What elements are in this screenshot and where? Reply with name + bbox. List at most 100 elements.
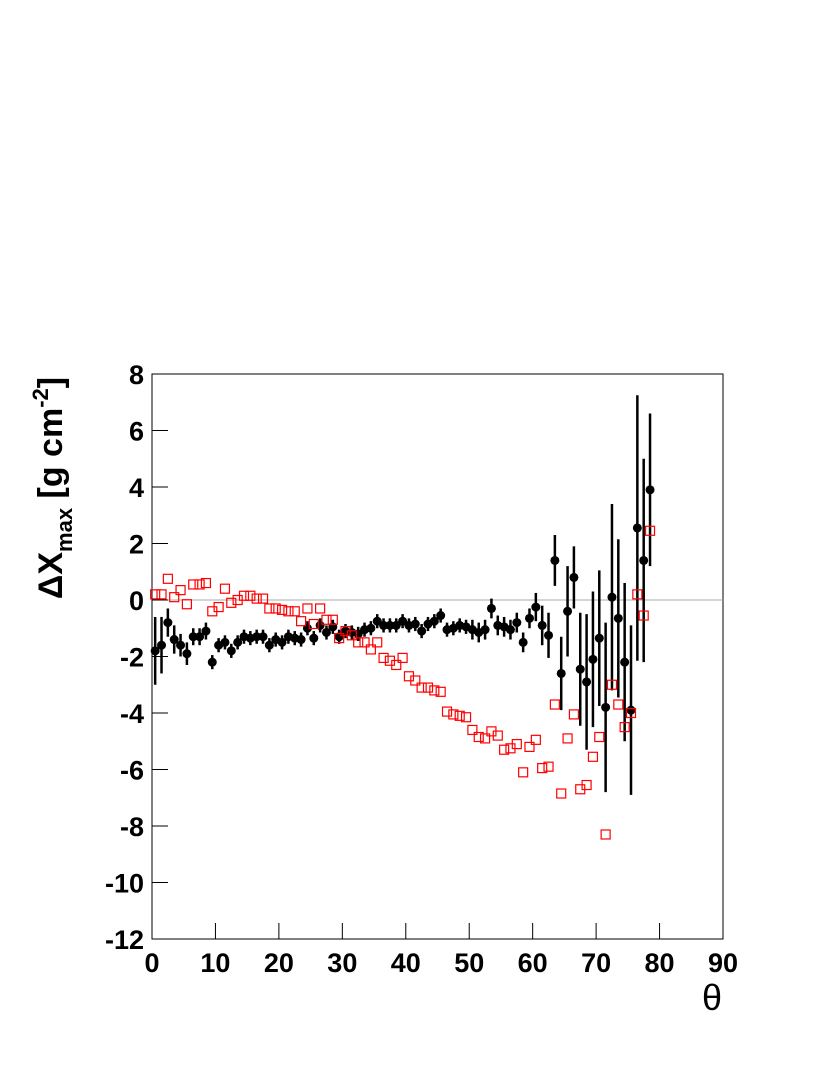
- point: [372, 637, 383, 648]
- point: [321, 627, 331, 637]
- point: [270, 603, 281, 614]
- point: [543, 761, 554, 772]
- point: [422, 682, 434, 693]
- point: [283, 606, 294, 617]
- x-tick-label: 40: [391, 948, 421, 978]
- point: [372, 616, 382, 626]
- point: [511, 738, 522, 750]
- point: [429, 685, 440, 696]
- x-tick-label: 30: [327, 948, 357, 978]
- y-tick-label: -4: [120, 699, 144, 729]
- point: [181, 599, 192, 610]
- point: [417, 626, 427, 636]
- point: [436, 611, 446, 621]
- point: [505, 625, 515, 635]
- point: [252, 632, 262, 642]
- point: [353, 637, 364, 648]
- point: [321, 614, 332, 625]
- point: [581, 779, 592, 791]
- x-tick-label: 70: [581, 948, 611, 978]
- x-tick-label: 60: [518, 948, 548, 978]
- point: [296, 635, 306, 645]
- y-title-sub: max: [52, 507, 77, 552]
- point: [613, 699, 624, 710]
- point: [448, 709, 459, 720]
- point: [569, 572, 579, 582]
- point: [486, 603, 496, 613]
- point: [346, 630, 357, 641]
- point: [416, 682, 427, 693]
- point: [315, 603, 326, 614]
- point: [379, 620, 389, 630]
- point: [188, 632, 198, 642]
- point: [233, 637, 243, 647]
- x-tick-label: 80: [645, 948, 675, 978]
- point: [213, 601, 224, 613]
- y-tick-label: -8: [120, 812, 144, 842]
- point: [601, 702, 611, 712]
- point: [549, 699, 560, 710]
- point: [245, 590, 256, 601]
- point: [251, 593, 262, 604]
- point: [302, 603, 313, 614]
- x-tick-label: 50: [454, 948, 484, 978]
- point: [531, 602, 541, 612]
- point: [644, 525, 656, 536]
- point: [435, 686, 446, 697]
- point: [200, 577, 212, 589]
- point: [264, 640, 274, 650]
- point: [169, 635, 179, 645]
- point: [195, 632, 205, 642]
- x-tick-label: 90: [708, 948, 738, 978]
- point: [594, 731, 605, 743]
- point: [460, 712, 472, 723]
- point: [530, 734, 541, 745]
- point: [563, 606, 573, 616]
- point: [397, 652, 408, 664]
- point: [606, 679, 618, 690]
- point: [175, 585, 186, 596]
- point: [258, 632, 268, 642]
- y-axis-title: ΔXmax [g cm-2]: [28, 377, 77, 599]
- point: [588, 654, 598, 664]
- point: [544, 630, 554, 640]
- point: [594, 633, 604, 643]
- point: [568, 709, 580, 720]
- y-title-main: ΔX: [32, 552, 70, 599]
- point: [277, 637, 287, 647]
- point: [194, 579, 205, 590]
- point: [156, 589, 167, 600]
- point: [562, 733, 573, 744]
- x-axis-title: θ: [702, 977, 722, 1018]
- point: [226, 597, 237, 608]
- point: [600, 829, 611, 840]
- point: [257, 593, 269, 604]
- point: [587, 751, 599, 762]
- point: [638, 610, 649, 621]
- point: [207, 657, 217, 667]
- point: [238, 590, 250, 601]
- point: [473, 731, 484, 743]
- point: [276, 604, 288, 615]
- point: [410, 675, 421, 686]
- point: [429, 616, 439, 626]
- y-tick-label: 2: [129, 530, 144, 560]
- point: [480, 625, 490, 635]
- point: [410, 619, 420, 629]
- point: [582, 677, 592, 687]
- y-title-sup: -2: [28, 388, 53, 408]
- y-tick-label: 6: [129, 417, 144, 447]
- point: [309, 633, 319, 643]
- point: [550, 555, 560, 565]
- point: [645, 485, 655, 495]
- point: [162, 573, 173, 584]
- y-tick-label: -10: [105, 869, 144, 899]
- point: [359, 637, 370, 648]
- point: [150, 589, 161, 600]
- y-title-close: ]: [32, 377, 70, 388]
- point: [334, 633, 345, 644]
- point: [524, 613, 534, 623]
- point: [441, 706, 453, 717]
